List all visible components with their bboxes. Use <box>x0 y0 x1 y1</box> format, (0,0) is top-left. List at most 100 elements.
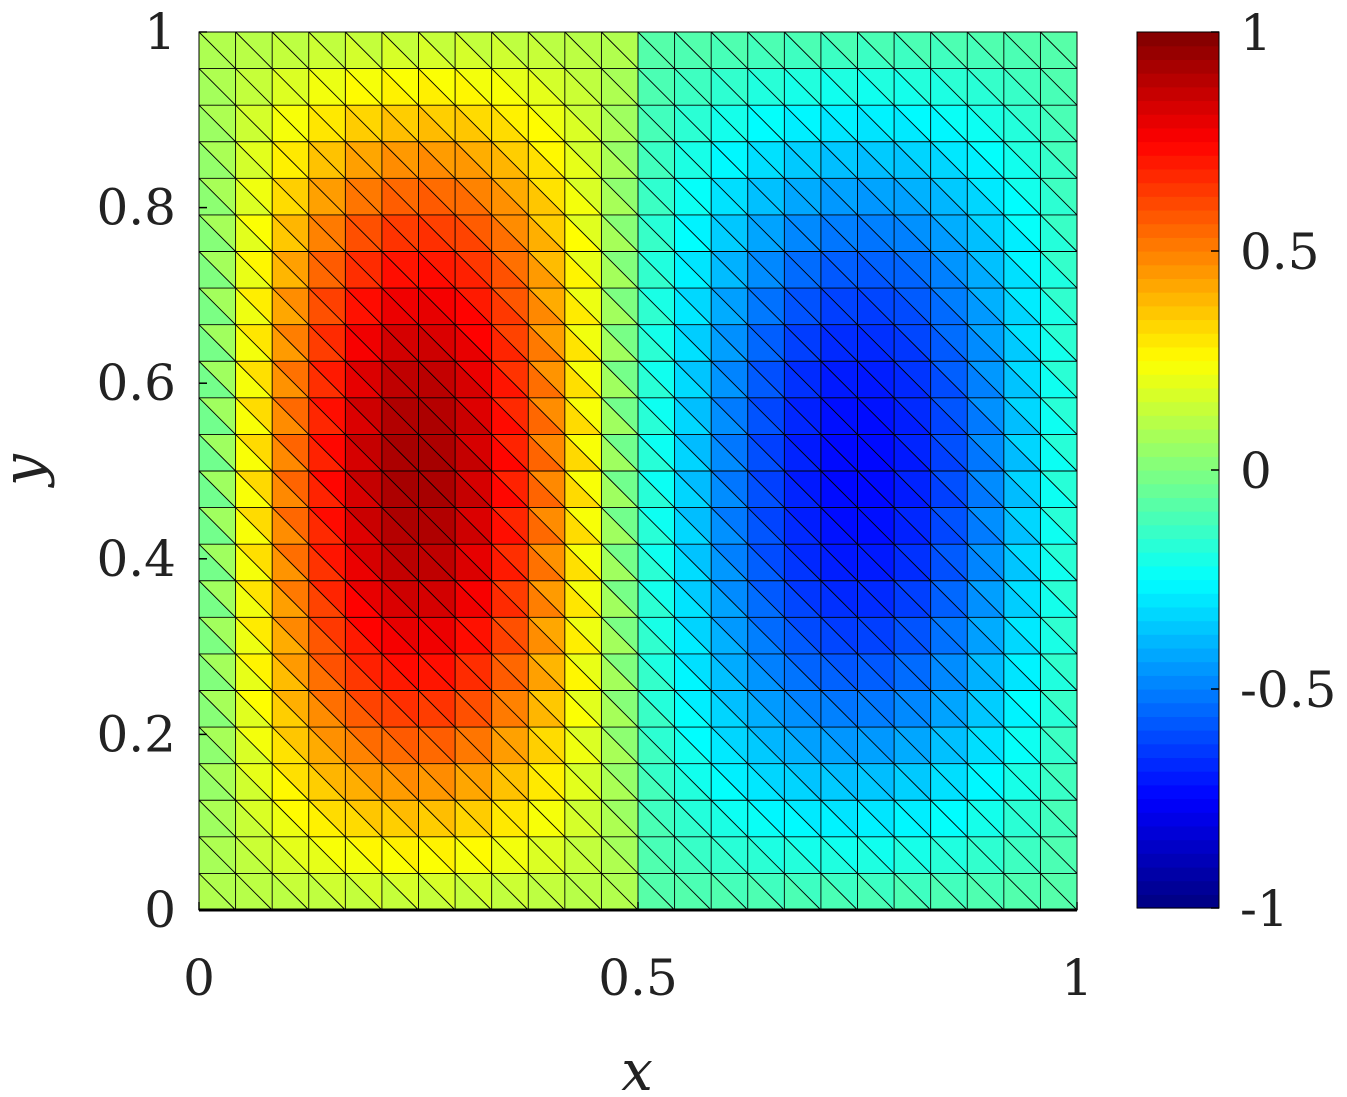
mesh-diagonal <box>857 360 895 399</box>
mesh-diagonal <box>1003 397 1041 435</box>
mesh-diagonal <box>930 799 968 838</box>
colorbar-band <box>1137 196 1219 211</box>
mesh-diagonal <box>308 104 346 143</box>
mesh-diagonal <box>308 434 346 472</box>
mesh-diagonal <box>966 799 1005 838</box>
mesh-diagonal <box>784 543 822 582</box>
mesh-diagonal <box>418 141 456 179</box>
mesh-diagonal <box>271 617 310 655</box>
mesh-diagonal <box>527 178 566 216</box>
mesh-diagonal <box>454 543 492 582</box>
mesh-diagonal <box>820 214 858 252</box>
mesh-diagonal <box>308 690 346 728</box>
colorbar-band <box>1137 374 1219 389</box>
mesh-diagonal <box>710 141 749 179</box>
mesh-diagonal <box>198 178 236 216</box>
mesh-diagonal <box>893 580 931 618</box>
mesh-diagonal <box>820 104 858 143</box>
mesh-diagonal <box>893 397 931 435</box>
mesh-diagonal <box>820 324 858 362</box>
mesh-diagonal <box>857 141 895 179</box>
colorbar-band <box>1137 771 1219 786</box>
colorbar-band <box>1137 415 1219 430</box>
mesh-diagonal <box>381 653 419 691</box>
mesh-diagonal <box>1040 799 1078 838</box>
mesh-diagonal <box>418 251 456 289</box>
mesh-diagonal <box>198 726 236 764</box>
mesh-diagonal <box>345 287 383 325</box>
colorbar-tick-label: -1 <box>1240 880 1289 938</box>
mesh-diagonal <box>637 580 675 618</box>
mesh-diagonal <box>308 141 346 179</box>
mesh-diagonal <box>674 287 712 325</box>
mesh-diagonal <box>930 360 968 399</box>
mesh-diagonal <box>527 799 566 838</box>
mesh-diagonal <box>674 763 712 801</box>
mesh-diagonal <box>820 763 858 801</box>
mesh-diagonal <box>1003 507 1041 545</box>
mesh-diagonal <box>235 434 273 472</box>
colorbar-band <box>1137 333 1219 348</box>
mesh-diagonal <box>784 653 822 691</box>
mesh-diagonal <box>784 68 822 106</box>
colorbar-band <box>1137 565 1219 581</box>
mesh-diagonal <box>893 653 931 691</box>
mesh-diagonal <box>893 251 931 289</box>
mesh-diagonal <box>966 68 1005 106</box>
mesh-diagonal <box>1003 543 1041 582</box>
mesh-diagonal <box>820 470 858 508</box>
mesh-diagonal <box>710 397 749 435</box>
mesh-diagonal <box>820 141 858 179</box>
mesh-diagonal <box>345 653 383 691</box>
colorbar-band <box>1137 100 1219 115</box>
mesh-diagonal <box>747 68 785 106</box>
mesh-diagonal <box>527 68 566 106</box>
mesh-diagonal <box>564 360 602 399</box>
mesh-diagonal <box>784 507 822 545</box>
mesh-diagonal <box>784 360 822 399</box>
mesh-diagonal <box>710 360 749 399</box>
mesh-diagonal <box>857 434 895 472</box>
mesh-diagonal <box>747 104 785 143</box>
mesh-diagonal <box>491 799 529 838</box>
mesh-diagonal <box>1040 580 1078 618</box>
mesh-diagonal <box>601 799 639 838</box>
mesh-diagonal <box>527 580 566 618</box>
mesh-diagonal <box>674 104 712 143</box>
y-tick-label: 0.2 <box>96 705 176 763</box>
mesh-diagonal <box>674 251 712 289</box>
mesh-diagonal <box>930 873 968 911</box>
mesh-diagonal <box>893 836 931 874</box>
mesh-diagonal <box>966 287 1005 325</box>
mesh-diagonal <box>857 543 895 582</box>
mesh-diagonal <box>930 470 968 508</box>
mesh-diagonal <box>674 141 712 179</box>
mesh-diagonal <box>930 763 968 801</box>
mesh-diagonal <box>784 31 822 69</box>
mesh-diagonal <box>418 617 456 655</box>
mesh-diagonal <box>601 178 639 216</box>
colorbar-band <box>1137 401 1219 416</box>
mesh-diagonal <box>381 799 419 838</box>
mesh-diagonal <box>1040 324 1078 362</box>
mesh-diagonal <box>308 324 346 362</box>
mesh-diagonal <box>198 653 236 691</box>
mesh-diagonal <box>271 507 310 545</box>
mesh-diagonal <box>345 470 383 508</box>
mesh-diagonal <box>418 360 456 399</box>
mesh-diagonal <box>491 104 529 143</box>
mesh-diagonal <box>454 653 492 691</box>
colorbar-band <box>1137 442 1219 457</box>
mesh-diagonal <box>198 104 236 143</box>
y-tick-label: 0.6 <box>96 354 176 412</box>
mesh-diagonal <box>308 360 346 399</box>
mesh-diagonal <box>527 31 566 69</box>
mesh-diagonal <box>1003 68 1041 106</box>
mesh-diagonal <box>381 141 419 179</box>
mesh-diagonal <box>966 580 1005 618</box>
mesh-diagonal <box>1003 763 1041 801</box>
mesh-diagonal <box>1003 360 1041 399</box>
x-tick-label: 1 <box>1061 949 1093 1007</box>
mesh-diagonal <box>747 507 785 545</box>
mesh-diagonal <box>1003 434 1041 472</box>
